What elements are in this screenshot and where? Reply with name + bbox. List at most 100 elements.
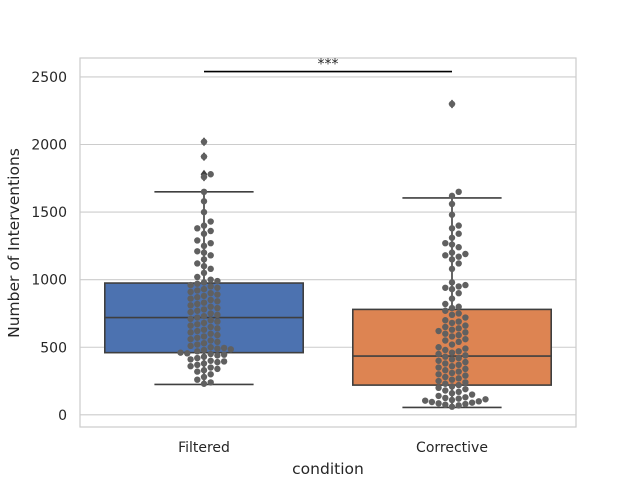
data-point (448, 356, 456, 363)
data-point (442, 346, 449, 354)
data-point (455, 222, 462, 229)
significance-annotation: *** (204, 57, 452, 73)
data-point (194, 341, 201, 348)
data-point (207, 364, 214, 371)
data-point (462, 345, 469, 352)
data-point (207, 296, 214, 304)
data-point (448, 376, 456, 383)
data-point (194, 273, 201, 281)
data-point (455, 388, 462, 396)
data-point (200, 173, 208, 181)
data-point (187, 281, 194, 289)
data-point (184, 350, 191, 357)
data-point (194, 368, 201, 375)
data-point (442, 284, 449, 291)
data-point (187, 308, 194, 316)
data-point (455, 318, 462, 325)
data-point (200, 256, 208, 263)
data-point (194, 248, 201, 255)
data-point (475, 398, 482, 405)
data-point (435, 364, 442, 371)
data-point (468, 399, 476, 406)
data-point (448, 341, 456, 348)
data-point (200, 319, 208, 327)
data-point (455, 368, 462, 375)
data-point (435, 327, 442, 335)
data-point (207, 276, 214, 283)
data-point (207, 344, 214, 351)
data-point (200, 153, 208, 160)
data-point (448, 333, 456, 340)
data-point (455, 381, 462, 389)
data-point (442, 300, 449, 308)
data-point (462, 322, 469, 329)
data-point (200, 249, 208, 256)
data-point (462, 281, 469, 289)
data-point (194, 348, 201, 355)
data-point (435, 384, 442, 392)
data-point (207, 252, 214, 259)
data-point (455, 310, 462, 317)
data-point (207, 171, 214, 178)
data-point (214, 358, 221, 366)
data-point (448, 249, 456, 256)
data-point (462, 372, 469, 379)
y-axis-label: Number of Interventions (5, 148, 23, 338)
data-point (187, 302, 194, 309)
data-point (214, 331, 221, 339)
data-point (462, 329, 469, 336)
data-point (194, 300, 201, 308)
data-point (207, 357, 214, 364)
data-point (194, 327, 201, 335)
data-point (207, 337, 214, 344)
data-point (448, 326, 456, 333)
data-point (187, 356, 194, 363)
data-point (455, 375, 462, 382)
data-point (442, 360, 449, 367)
data-point (214, 318, 221, 325)
data-point (455, 283, 462, 290)
data-point (448, 256, 456, 263)
data-point (200, 279, 208, 286)
data-point (448, 100, 456, 108)
data-point (214, 352, 221, 359)
data-point (187, 342, 194, 350)
data-point (187, 288, 194, 296)
data-point (214, 284, 221, 291)
data-point (194, 294, 201, 301)
y-tick-label: 1000 (31, 273, 67, 289)
data-point (448, 192, 456, 200)
data-point (442, 317, 449, 324)
data-point (455, 348, 462, 355)
x-tick-label: Corrective (416, 440, 488, 456)
data-point (187, 329, 194, 336)
data-point (448, 279, 456, 286)
data-point (187, 295, 194, 302)
data-point (428, 398, 436, 406)
data-point (455, 303, 462, 310)
data-point (448, 362, 456, 370)
swarm-points (177, 100, 489, 410)
data-point (200, 138, 208, 146)
data-point (455, 354, 462, 362)
data-point (194, 237, 201, 244)
data-point (455, 325, 462, 332)
x-axis-label: condition (292, 460, 364, 478)
data-point (455, 244, 462, 251)
data-point (200, 380, 208, 387)
data-point (220, 351, 228, 358)
data-point (214, 304, 221, 312)
data-point (207, 310, 214, 317)
data-point (214, 311, 221, 319)
y-tick-label: 0 (58, 408, 67, 424)
data-point (455, 230, 462, 237)
data-point (220, 344, 228, 352)
data-point (435, 400, 442, 407)
data-point (207, 350, 214, 358)
data-point (194, 321, 201, 328)
data-point (220, 358, 228, 365)
data-point (214, 345, 221, 352)
data-point (448, 234, 456, 241)
plot-frame (79, 57, 577, 428)
data-point (207, 379, 214, 386)
